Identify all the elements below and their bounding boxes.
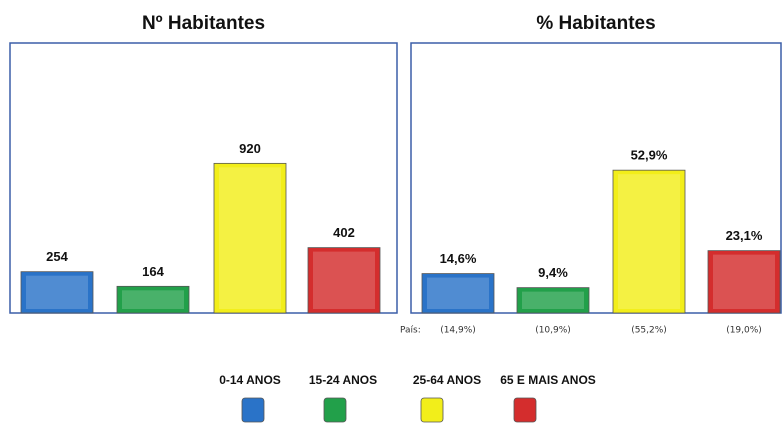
chart-title: Nº Habitantes [142, 13, 265, 34]
bar [116, 285, 190, 314]
legend-swatch [420, 397, 444, 423]
bar [213, 162, 287, 314]
chart-title: % Habitantes [536, 13, 655, 34]
bar [707, 250, 781, 314]
legend-swatch [241, 397, 265, 423]
reference-label: (10,9%) [535, 326, 571, 336]
legend-label: 25-64 ANOS [413, 373, 481, 387]
bar-highlight [522, 291, 584, 309]
data-label: 9,4% [538, 265, 568, 280]
bar-highlight [122, 290, 184, 309]
legend-label: 15-24 ANOS [309, 373, 377, 387]
data-label: 23,1% [726, 228, 763, 243]
bar-highlight [26, 275, 88, 309]
bar [421, 273, 495, 314]
plot-frame [410, 42, 782, 314]
data-label: 14,6% [440, 251, 477, 266]
legend-label: 0-14 ANOS [219, 373, 281, 387]
reference-label: (19,0%) [726, 326, 762, 336]
data-label: 402 [333, 225, 355, 240]
bar [612, 169, 686, 314]
data-label: 920 [239, 141, 261, 156]
reference-label: (55,2%) [631, 326, 667, 336]
reference-title: País: [400, 326, 421, 336]
legend-label: 65 E MAIS ANOS [500, 373, 596, 387]
bar-highlight [427, 277, 489, 309]
legend-swatch [323, 397, 347, 423]
bar-highlight [713, 254, 775, 309]
data-label: 52,9% [631, 148, 668, 163]
bar-highlight [219, 167, 281, 309]
bar [516, 287, 590, 314]
bar [20, 271, 94, 314]
plot-frame [9, 42, 398, 314]
reference-label: (14,9%) [440, 326, 476, 336]
bar [307, 247, 381, 314]
data-label: 164 [142, 264, 164, 279]
bar-highlight [618, 174, 680, 309]
legend-swatch [513, 397, 537, 423]
data-label: 254 [46, 249, 68, 264]
bar-highlight [313, 251, 375, 309]
